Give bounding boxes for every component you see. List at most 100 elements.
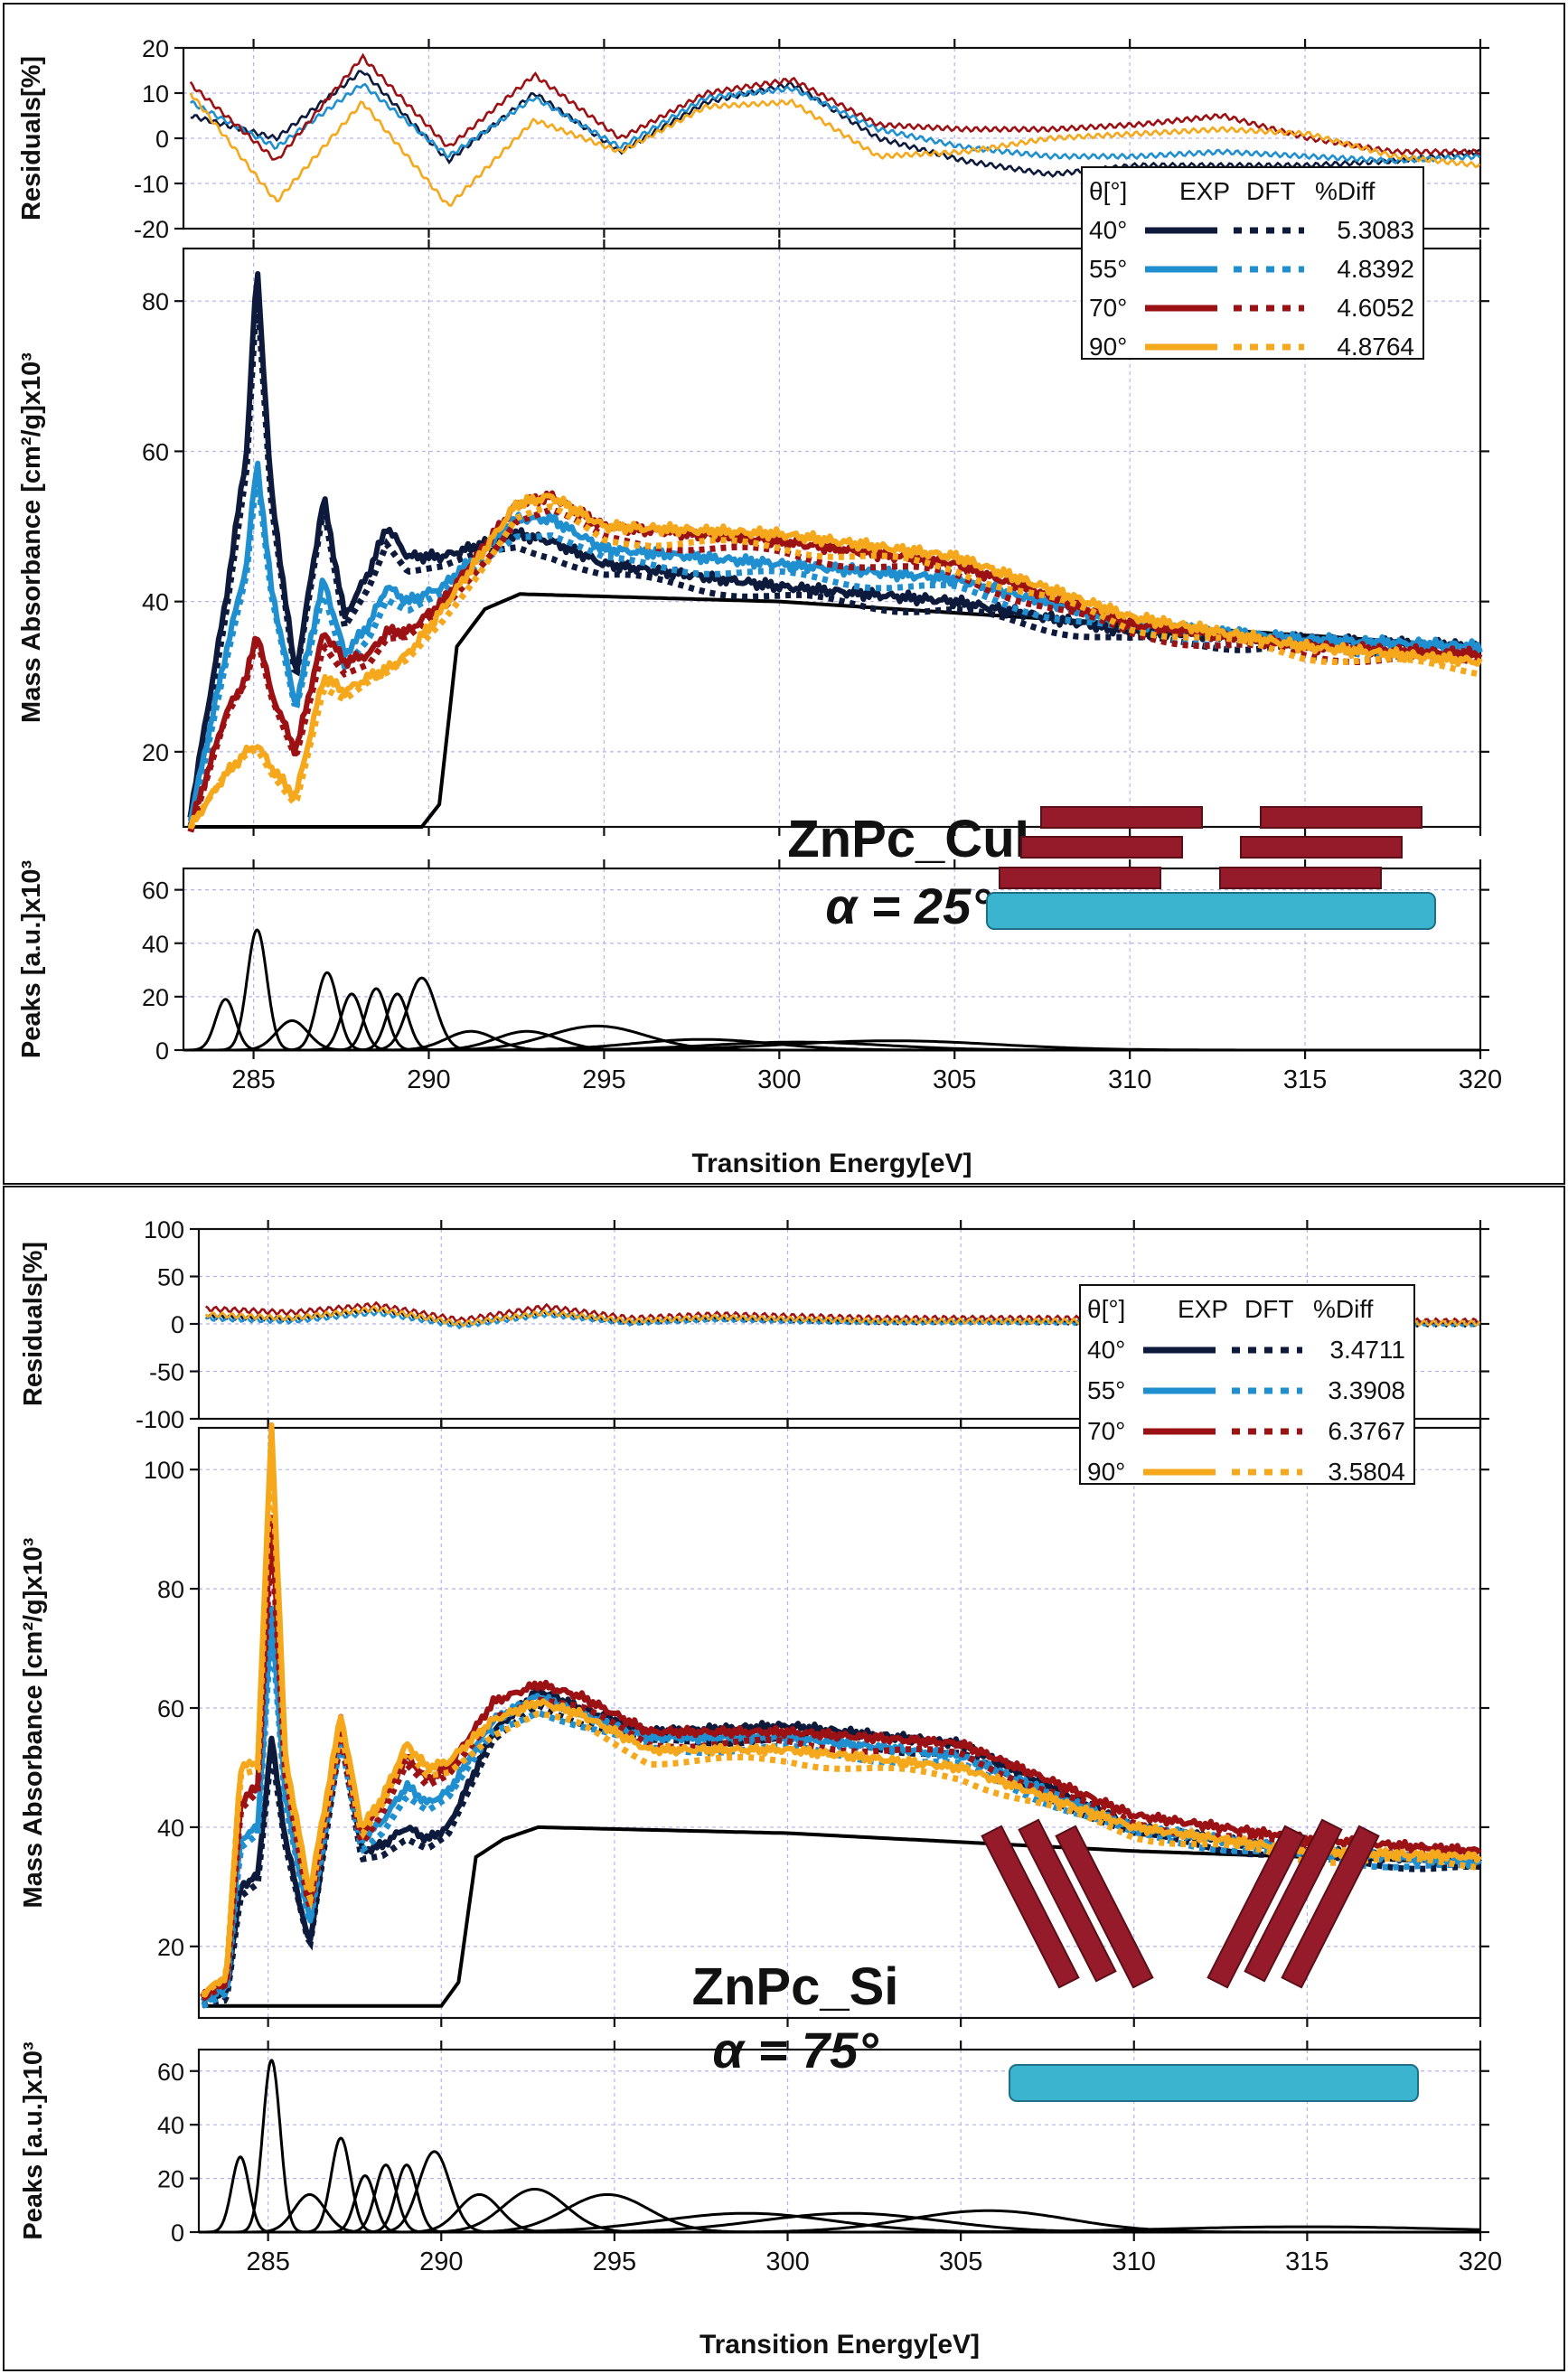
molecule-bar — [1240, 836, 1403, 859]
molecule-bar — [1260, 806, 1422, 829]
residual-line — [189, 82, 1481, 164]
y-tick-label: 40 — [142, 589, 169, 616]
molecule-bar — [1219, 867, 1382, 889]
series-70deg — [187, 52, 1483, 833]
legend-header: DFT — [1244, 1295, 1293, 1323]
legend-diff: 4.8392 — [1337, 255, 1414, 283]
legend-angle: 40° — [1087, 1336, 1125, 1364]
legend-angle: 55° — [1087, 1376, 1125, 1404]
legend-header: θ[°] — [1089, 177, 1127, 205]
x-tick-label: 290 — [419, 2247, 463, 2276]
x-tick-label: 305 — [933, 1065, 976, 1094]
step-edge-line — [190, 592, 1478, 829]
legend-diff: 3.3908 — [1328, 1376, 1405, 1404]
x-axis-label: Transition Energy[eV] — [699, 2330, 980, 2360]
peak-gaussian — [365, 2163, 448, 2234]
legend-diff: 4.6052 — [1337, 294, 1414, 322]
molecule-bar — [981, 1825, 1080, 1989]
dft-line — [201, 1625, 1480, 2009]
legend-diff: 3.5804 — [1328, 1458, 1405, 1486]
molecule-bar — [1207, 1825, 1306, 1989]
y-tick-label: -50 — [149, 1359, 184, 1386]
x-tick-label: 300 — [757, 1065, 801, 1094]
y-tick-label: 80 — [157, 1576, 184, 1603]
residual-line — [189, 92, 1481, 207]
exp-line — [187, 493, 1483, 830]
y-tick-label: 20 — [142, 739, 169, 766]
y-tick-label: 0 — [155, 1037, 169, 1065]
y-tick-label: -100 — [136, 1406, 184, 1433]
legend-header: EXP — [1179, 177, 1230, 205]
legend-angle: 55° — [1089, 255, 1127, 283]
peak-gaussian — [309, 992, 394, 1052]
legend-angle: 70° — [1089, 294, 1127, 322]
peak-gaussian — [247, 2192, 372, 2234]
molecule-bar — [1244, 1818, 1343, 1983]
legend-header: DFT — [1246, 177, 1295, 205]
y-tick-label: 0 — [171, 2219, 184, 2247]
x-tick-label: 320 — [1459, 1065, 1502, 1094]
legend-angle: 70° — [1087, 1417, 1125, 1445]
x-tick-label: 315 — [1285, 2247, 1329, 2276]
peaks-y-label: Peaks [a.u.]x10³ — [17, 860, 46, 1059]
y-tick-label: 40 — [157, 2112, 184, 2139]
legend-diff: 6.3767 — [1328, 1417, 1405, 1445]
peak-gaussian — [396, 2192, 563, 2234]
x-tick-label: 300 — [765, 2247, 809, 2276]
molecule-bar — [1281, 1825, 1380, 1989]
absorbance-axis-box — [182, 247, 1482, 829]
dft-line — [187, 476, 1481, 828]
legend-box — [1081, 166, 1424, 360]
peaks-y-label: Peaks [a.u.]x10³ — [19, 2041, 48, 2240]
y-tick-label: 10 — [142, 80, 169, 108]
x-tick-label: 315 — [1283, 1065, 1327, 1094]
y-tick-label: 20 — [142, 35, 169, 62]
peak-gaussian — [302, 2136, 380, 2234]
absorbance-axis-box — [197, 1426, 1482, 2020]
x-tick-label: 295 — [582, 1065, 625, 1094]
tilt-angle-label: α = 25° — [825, 877, 991, 934]
exp-line — [201, 1422, 1482, 1998]
y-tick-label: 100 — [144, 1216, 184, 1243]
x-tick-label: 295 — [593, 2247, 636, 2276]
substrate-bar — [986, 892, 1436, 930]
legend-angle: 90° — [1087, 1458, 1125, 1486]
x-tick-label: 285 — [246, 2247, 289, 2276]
y-tick-label: 0 — [155, 126, 169, 153]
y-tick-label: 60 — [157, 1695, 184, 1722]
peak-gaussian — [371, 2150, 497, 2234]
legend: θ[°] EXP DFT %Diff 40° 3.4711 55° 3.3908 70° 6.37… — [1079, 1284, 1415, 1486]
chart-1: 100 50 0 -50 -100 20 40 60 80 100 0 20 40 60 285 290 295… — [3, 1186, 1565, 2371]
y-tick-label: 60 — [157, 2059, 184, 2086]
y-tick-label: 60 — [142, 877, 169, 905]
y-tick-label: 0 — [171, 1311, 184, 1338]
tilt-angle-label: α = 75° — [712, 2022, 878, 2078]
legend-diff: 3.4711 — [1329, 1336, 1405, 1364]
x-axis-label: Transition Energy[eV] — [691, 1149, 972, 1178]
y-tick-label: 20 — [142, 984, 169, 1011]
series-90deg — [187, 92, 1483, 830]
absorbance-y-label: Mass Absorbance [cm²/g]x10³ — [19, 1537, 48, 1908]
legend-header: θ[°] — [1087, 1295, 1125, 1323]
peak-gaussian — [285, 971, 370, 1052]
orientation-cartoon — [981, 1818, 1419, 2102]
peak-gaussian — [365, 976, 478, 1052]
molecule-bar — [999, 867, 1161, 889]
legend: θ[°] EXP DFT %Diff 40° 5.3083 55° 4.8392 70° 4.60… — [1081, 166, 1424, 361]
y-tick-label: 40 — [142, 931, 169, 958]
peak-gaussian — [186, 998, 265, 1052]
chart-frame — [3, 3, 1565, 1185]
legend-diff: 4.8764 — [1337, 333, 1414, 361]
chart-frame — [3, 1186, 1565, 2371]
residual-line — [189, 52, 1480, 161]
absorbance-y-label: Mass Absorbance [cm²/g]x10³ — [17, 352, 46, 723]
exp-line — [200, 1515, 1482, 1999]
y-tick-label: -10 — [134, 171, 169, 198]
peak-gaussian — [237, 2059, 306, 2234]
legend-box — [1079, 1284, 1415, 1485]
step-edge-line — [202, 1825, 1478, 2008]
y-tick-label: 100 — [144, 1457, 184, 1484]
dft-line — [201, 1533, 1480, 2002]
x-tick-label: 310 — [1108, 1065, 1151, 1094]
